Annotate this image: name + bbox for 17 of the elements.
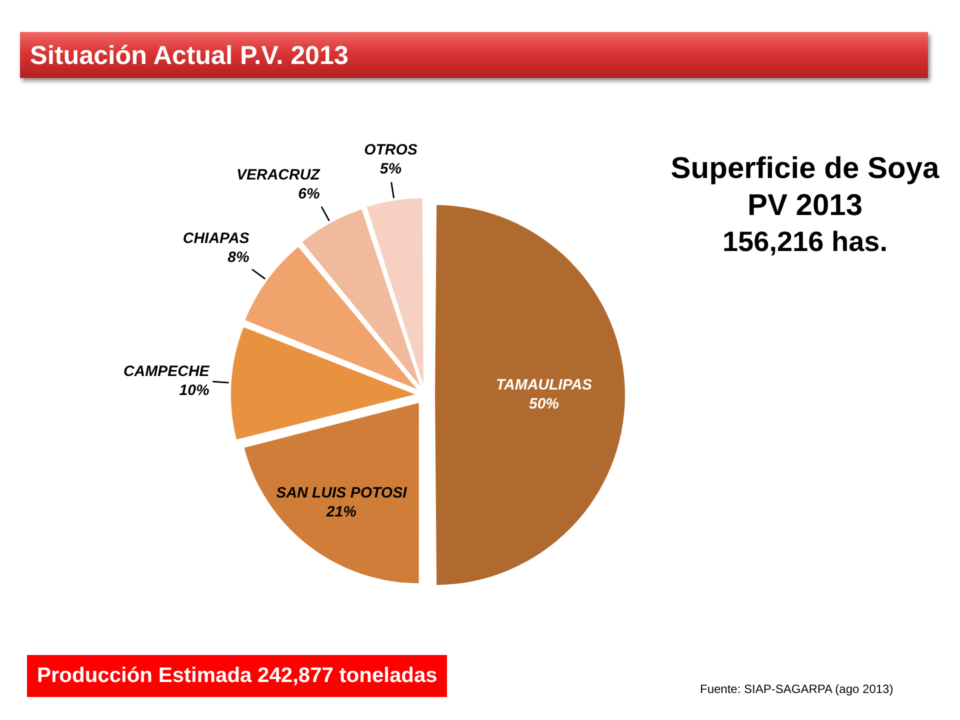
slice-label: OTROS <box>364 141 418 158</box>
source-note: Fuente: SIAP-SAGARPA (ago 2013) <box>700 682 894 696</box>
data-label: 21% <box>325 503 356 520</box>
data-label: 8% <box>228 248 250 266</box>
data-label: 10% <box>179 382 210 400</box>
text: Producción Estimada 242,877 toneladas <box>37 664 438 687</box>
slice-label: SAN LUIS POTOSI <box>276 484 408 502</box>
text: Superficie de Soya PV 2013 <box>670 151 940 224</box>
slice-label: VERACRUZ <box>236 166 321 184</box>
slice-label: CHIAPAS <box>182 230 250 247</box>
text: 156,216 has. <box>721 225 889 259</box>
data-label: 6% <box>298 185 320 202</box>
slice-label: CAMPECHE <box>123 363 210 380</box>
data-label: 5% <box>380 160 402 178</box>
slice-label: TAMAULIPAS <box>496 376 592 394</box>
data-label: 50% <box>528 396 560 413</box>
chart-title: Situación Actual P.V. 2013 <box>30 40 348 70</box>
